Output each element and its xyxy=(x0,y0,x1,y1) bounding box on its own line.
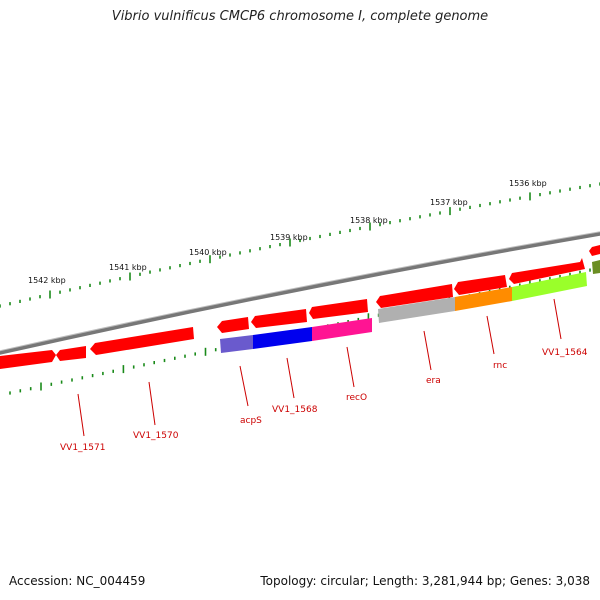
gene-arrow xyxy=(454,275,507,295)
leader-VV1_1571 xyxy=(77,393,85,437)
leader-acpS xyxy=(239,365,249,407)
gene-arrow xyxy=(217,317,249,333)
gene-arrow xyxy=(56,346,86,361)
scale-label-1537: 1537 kbp xyxy=(430,198,468,207)
gene-VV1_1564 xyxy=(512,272,587,301)
gene-track-red xyxy=(0,245,600,369)
genome-backbone xyxy=(0,231,600,355)
gene-label-VV1_1568: VV1_1568 xyxy=(272,405,318,415)
outer-scale-ticks xyxy=(0,182,600,308)
gene-acpS xyxy=(220,335,253,353)
gene-label-VV1_1571: VV1_1571 xyxy=(60,443,105,453)
gene-label-rnc: rnc xyxy=(493,361,507,371)
leader-VV1_1564 xyxy=(553,298,562,340)
leader-rnc xyxy=(486,315,495,355)
gene-arrow xyxy=(251,309,307,328)
gene-label-leaders xyxy=(77,298,562,437)
leader-era xyxy=(423,330,432,371)
gene-label-era: era xyxy=(426,376,441,386)
map-title: Vibrio vulnificus CMCP6 chromosome I, co… xyxy=(111,9,489,24)
genome-backbone-highlight xyxy=(0,231,600,352)
gene-arrow xyxy=(309,299,368,319)
gene-arrow xyxy=(90,327,194,355)
gene-arrow xyxy=(376,284,453,308)
gene-label-VV1_1570: VV1_1570 xyxy=(133,431,179,441)
scale-label-1538: 1538 kbp xyxy=(350,216,388,225)
gene-arrow xyxy=(0,350,56,369)
leader-recO xyxy=(346,346,355,388)
gene-label-VV1_1564: VV1_1564 xyxy=(542,348,588,358)
scale-label-1536: 1536 kbp xyxy=(509,179,547,188)
leader-VV1_1570 xyxy=(148,381,156,426)
gene-next xyxy=(592,260,600,274)
gene-arrow xyxy=(509,258,585,284)
scale-label-1542: 1542 kbp xyxy=(28,276,66,285)
accession-text: Accession: NC_004459 xyxy=(9,574,146,588)
gene-label-recO: recO xyxy=(346,393,367,403)
gene-arrow xyxy=(589,245,600,256)
gene-label-acpS: acpS xyxy=(240,416,262,426)
topology-summary: Topology: circular; Length: 3,281,944 bp… xyxy=(260,574,590,588)
gene-rnc xyxy=(455,287,512,311)
gene-VV1_1568 xyxy=(253,327,312,349)
scale-label-1541: 1541 kbp xyxy=(109,263,147,272)
scale-label-1540: 1540 kbp xyxy=(189,248,227,257)
gene-recO xyxy=(312,318,372,341)
gene-era xyxy=(378,297,455,323)
leader-VV1_1568 xyxy=(286,357,295,399)
scale-label-1539: 1539 kbp xyxy=(270,233,308,242)
gene-track-colored xyxy=(220,260,600,353)
